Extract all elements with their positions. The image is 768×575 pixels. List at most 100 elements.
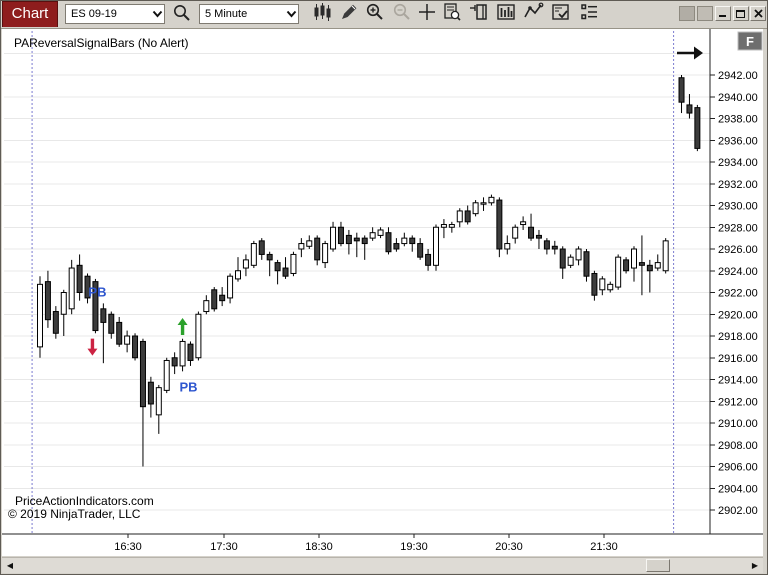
fixed-scale-button-label: F xyxy=(746,34,754,49)
price-tick-label: 2912.00 xyxy=(718,396,758,408)
data-list-button[interactable] xyxy=(577,4,601,25)
candle xyxy=(337,221,344,247)
close-icon xyxy=(753,5,763,23)
candle-body xyxy=(124,335,131,345)
bar-analysis-button[interactable] xyxy=(494,4,518,25)
chart-panel-button[interactable] xyxy=(467,4,491,25)
bar-analysis-icon xyxy=(495,2,517,27)
candle-body xyxy=(638,262,645,266)
price-tick-label: 2940.00 xyxy=(718,92,758,104)
scroll-right-arrow-icon[interactable]: ▶ xyxy=(751,561,759,570)
candle xyxy=(290,251,297,277)
candle-body xyxy=(535,234,542,239)
candle-body xyxy=(163,359,170,391)
window-extra-button-1[interactable] xyxy=(679,6,695,21)
instrument-dropdown[interactable]: ES 09-19 xyxy=(65,4,165,24)
candlestick-chart-button[interactable] xyxy=(311,3,335,25)
candle-body xyxy=(528,226,535,239)
candle xyxy=(37,276,43,358)
candle xyxy=(219,287,226,307)
scroll-left-arrow-icon[interactable]: ◀ xyxy=(6,561,14,570)
candle-body xyxy=(623,259,630,272)
minimize-button[interactable] xyxy=(715,6,731,21)
candle xyxy=(147,376,154,418)
candle-body xyxy=(480,202,487,205)
interval-value: 5 Minute xyxy=(205,8,248,20)
maximize-button[interactable] xyxy=(733,6,749,21)
price-tick-label: 2914.00 xyxy=(718,375,758,387)
candle-body xyxy=(345,234,352,245)
price-tick-label: 2916.00 xyxy=(718,353,758,365)
candle xyxy=(456,208,463,228)
candle-body xyxy=(100,308,107,323)
candle xyxy=(464,205,471,225)
horizontal-scrollbar[interactable]: ◀ ▶ xyxy=(2,557,763,573)
candle xyxy=(274,259,281,285)
candle xyxy=(472,200,479,217)
candle xyxy=(306,235,313,249)
down-arrow-signal-icon xyxy=(87,338,98,356)
interval-dropdown[interactable]: 5 Minute xyxy=(199,4,299,24)
search-icon xyxy=(172,3,191,27)
candle xyxy=(425,249,432,271)
candle-body xyxy=(274,262,281,272)
candle-body xyxy=(219,294,226,302)
candle xyxy=(615,254,622,290)
candle xyxy=(330,221,337,252)
fixed-scale-button-box[interactable] xyxy=(737,31,763,51)
candle-body xyxy=(440,224,447,228)
candle xyxy=(108,311,115,339)
candle-body xyxy=(401,237,408,245)
price-tick-label: 2920.00 xyxy=(718,309,758,321)
candle xyxy=(583,249,590,282)
candle-body xyxy=(203,300,210,313)
candle-body xyxy=(551,245,558,250)
price-tick-label: 2942.00 xyxy=(718,70,758,82)
price-tick-label: 2904.00 xyxy=(718,483,758,495)
crosshair-icon xyxy=(416,2,438,27)
fixed-scale-button[interactable] xyxy=(737,31,763,51)
candle xyxy=(504,235,511,255)
candle xyxy=(512,224,519,244)
price-tick-label: 2926.00 xyxy=(718,244,758,256)
candle xyxy=(60,289,67,336)
candle xyxy=(92,278,99,334)
strategies-checklist-button[interactable] xyxy=(549,4,573,25)
candle-body xyxy=(543,240,550,250)
candle xyxy=(242,254,249,277)
scrollbar-thumb[interactable] xyxy=(646,559,670,572)
candle xyxy=(322,240,329,269)
instrument-search-button[interactable] xyxy=(169,4,193,25)
zoom-out-button[interactable] xyxy=(390,3,414,25)
candle-body xyxy=(686,104,693,114)
price-tick-label: 2910.00 xyxy=(718,418,758,430)
candle-body xyxy=(306,240,313,247)
candle-body xyxy=(179,340,186,367)
data-series-button[interactable] xyxy=(440,3,464,25)
price-tick-label: 2924.00 xyxy=(718,266,758,278)
window-extra-button-2[interactable] xyxy=(697,6,713,21)
candle-body xyxy=(369,232,376,239)
candle-body xyxy=(76,264,83,293)
candle-body xyxy=(409,237,416,245)
tab-chart[interactable]: Chart xyxy=(2,1,58,27)
candle-body xyxy=(92,281,99,332)
candle-body xyxy=(575,248,582,261)
candle xyxy=(195,311,202,361)
chart-canvas[interactable]: PB PB 2902.00 2904.00 2906.00 2908.00 2910.00 2… xyxy=(1,29,768,557)
draw-pencil-button[interactable] xyxy=(337,4,361,25)
candle-body xyxy=(282,267,289,277)
jump-to-latest-arrow-icon[interactable] xyxy=(677,46,703,60)
candle xyxy=(646,259,653,293)
chevron-down-icon xyxy=(150,10,164,18)
zoom-in-button[interactable] xyxy=(363,3,387,25)
crosshair-button[interactable] xyxy=(415,4,439,25)
close-button[interactable] xyxy=(750,6,766,21)
time-axis-label: 17:30 xyxy=(210,541,238,553)
indicator-label: PAReversalSignalBars (No Alert) xyxy=(14,36,189,50)
indicators-line-button[interactable] xyxy=(521,2,545,25)
candle-body xyxy=(266,253,273,261)
candle xyxy=(678,75,685,114)
candle-body xyxy=(646,264,653,272)
candle xyxy=(417,238,424,260)
